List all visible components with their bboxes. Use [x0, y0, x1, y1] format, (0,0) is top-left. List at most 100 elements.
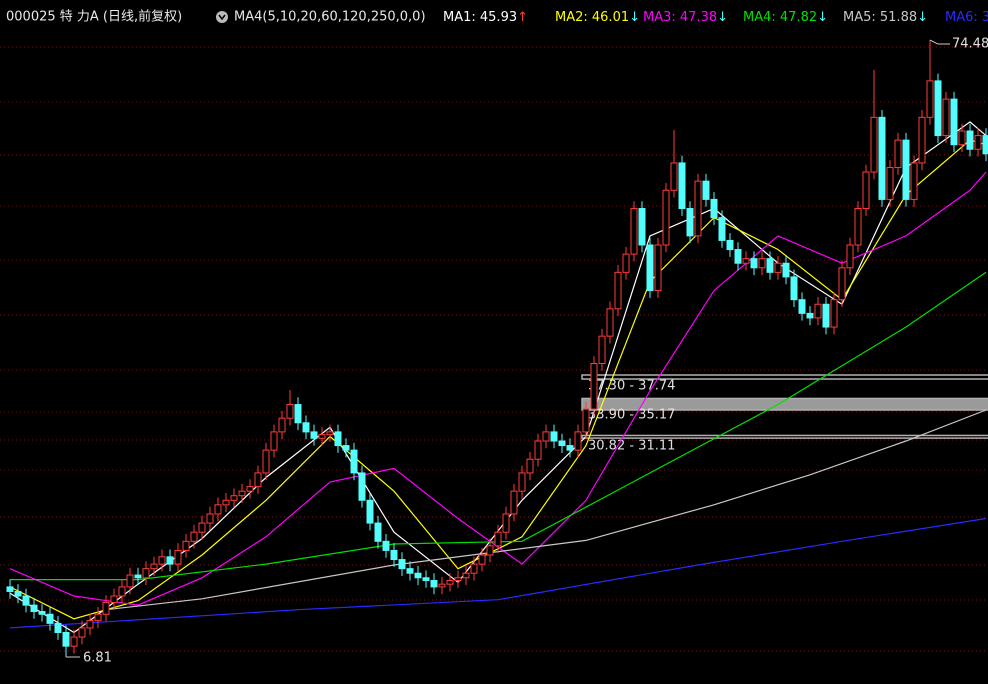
- legend-label: MA5: 51.88: [843, 10, 917, 25]
- candle-body: [158, 556, 166, 565]
- candle-body: [238, 490, 246, 497]
- candle-body: [222, 499, 230, 506]
- candles: [6, 40, 988, 658]
- candle-body: [590, 363, 598, 410]
- candle-body: [334, 431, 342, 447]
- candle-body: [598, 335, 606, 365]
- candle-body: [958, 130, 966, 146]
- legend-entry: MA6: 3: [945, 10, 988, 25]
- candle-body: [942, 98, 950, 137]
- candle-body: [510, 490, 518, 515]
- candle-body: [726, 239, 734, 251]
- candle-body: [694, 180, 702, 237]
- candle-body: [30, 604, 38, 613]
- candle-body: [678, 162, 686, 210]
- legend-label: MA3: 47.38: [643, 10, 717, 25]
- ma-line: [9, 517, 987, 629]
- high-label: 74.48: [952, 37, 988, 52]
- candle-body: [398, 559, 406, 570]
- candle-body: [382, 540, 390, 551]
- candle-body: [406, 568, 414, 574]
- candle-body: [750, 258, 758, 269]
- candle-body: [206, 513, 214, 524]
- candle-body: [118, 586, 126, 597]
- candle-body: [982, 135, 988, 155]
- legend-entry: MA4: 47.82↓: [743, 10, 828, 25]
- candle-body: [390, 549, 398, 561]
- legend-arrow: ↓: [629, 10, 640, 25]
- candle-body: [134, 574, 142, 579]
- candle-body: [806, 312, 814, 319]
- annotations: 74.48 6.81: [66, 37, 988, 666]
- candle-body: [582, 408, 590, 433]
- zone-label: 37.30 - 37.74: [588, 379, 675, 394]
- candle-body: [854, 208, 862, 246]
- candle-body: [350, 449, 358, 474]
- low-label: 6.81: [83, 651, 112, 666]
- candle-body: [286, 404, 294, 419]
- candle-body: [950, 98, 958, 146]
- candle-body: [974, 135, 982, 150]
- legend-arrow: ↓: [917, 10, 928, 25]
- indicator-icon[interactable]: [216, 11, 228, 23]
- candle-body: [462, 572, 470, 579]
- indicator-name[interactable]: MA4(5,10,20,60,120,250,0,0): [234, 10, 426, 25]
- legend-label: MA6: 3: [945, 10, 988, 25]
- candle-body: [526, 458, 534, 474]
- candle-body: [518, 472, 526, 492]
- candle-body: [254, 472, 262, 488]
- candle-body: [246, 486, 254, 492]
- candle-body: [230, 495, 238, 501]
- header: 000025 特 力A (日线,前复权) MA4(5,10,20,60,120,…: [0, 4, 988, 30]
- candle-body: [342, 445, 350, 451]
- candle-body: [614, 271, 622, 310]
- candle-body: [422, 577, 430, 582]
- candle-body: [22, 595, 30, 606]
- candle-body: [110, 595, 118, 603]
- candle-body: [366, 499, 374, 524]
- candle-body: [758, 258, 766, 269]
- candle-body: [638, 208, 646, 246]
- candle-body: [126, 574, 134, 588]
- candle-body: [710, 198, 718, 219]
- candle-body: [6, 586, 14, 592]
- candle-body: [822, 303, 830, 328]
- candle-body: [262, 449, 270, 474]
- indicator-icon-arrow: [218, 14, 226, 21]
- candle-body: [38, 611, 46, 615]
- candle-body: [166, 556, 174, 565]
- candle-body: [278, 417, 286, 433]
- candle-body: [838, 267, 846, 301]
- candle-body: [766, 258, 774, 273]
- candle-body: [670, 162, 678, 191]
- price-zone: [581, 374, 988, 380]
- candle-body: [926, 80, 934, 118]
- candle-body: [94, 613, 102, 622]
- candle-body: [14, 590, 22, 597]
- candle-body: [798, 299, 806, 314]
- candle-body: [502, 513, 510, 533]
- candle-body: [630, 208, 638, 255]
- candle-body: [70, 636, 78, 647]
- candle-body: [446, 580, 454, 585]
- legend-entry: MA2: 46.01↓: [555, 10, 640, 25]
- candle-body: [606, 308, 614, 337]
- candle-body: [902, 139, 910, 200]
- candle-body: [886, 166, 894, 200]
- legend-label: MA1: 45.93: [443, 10, 517, 25]
- candle-body: [470, 563, 478, 574]
- candle-body: [878, 116, 886, 200]
- chart-title: 000025 特 力A (日线,前复权): [6, 9, 182, 25]
- ma-line: [9, 139, 987, 620]
- candle-body: [190, 531, 198, 542]
- candle-body: [358, 472, 366, 501]
- candle-body: [550, 431, 558, 442]
- legend-arrow: ↑: [517, 10, 528, 25]
- candle-body: [918, 116, 926, 164]
- zones: 37.30 - 37.74 33.90 - 35.17 30.82 - 31.11: [581, 374, 988, 453]
- header-bg: [0, 4, 988, 30]
- legend-arrow: ↓: [817, 10, 828, 25]
- candle-body: [686, 208, 694, 237]
- candle-body: [654, 244, 662, 292]
